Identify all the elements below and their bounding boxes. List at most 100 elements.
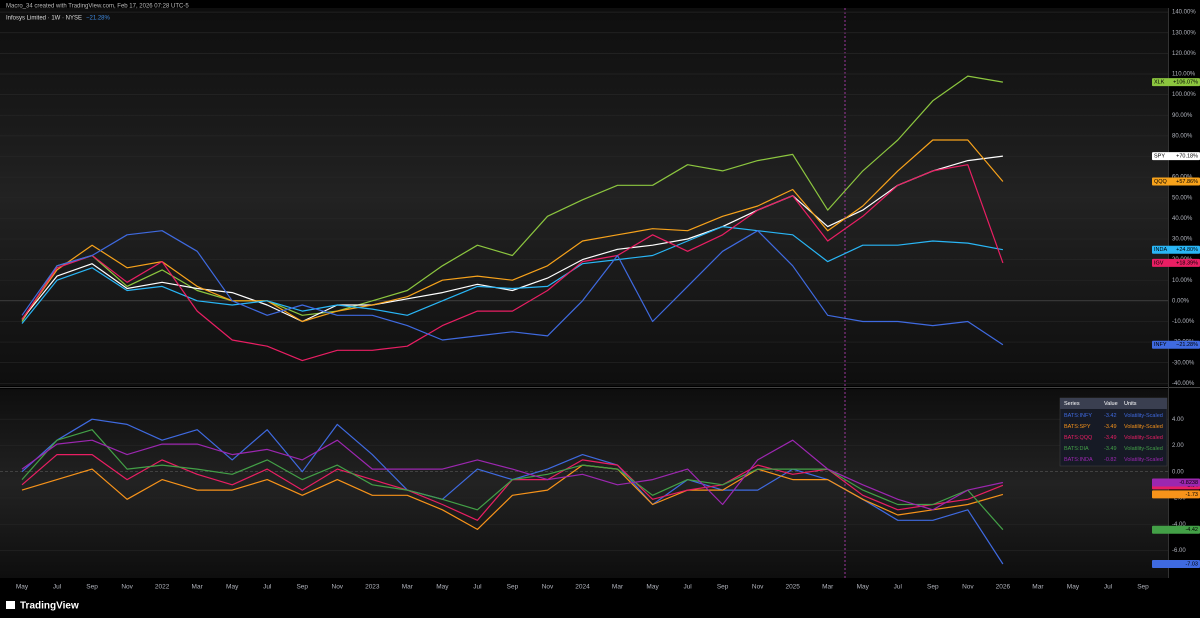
series-line	[21, 429, 1004, 531]
logo: TradingView	[20, 601, 79, 612]
last-value-label: +57.86%	[1176, 179, 1198, 185]
series-line	[21, 226, 1004, 324]
x-tick-label: Mar	[612, 584, 624, 591]
last-value-label: -1.73	[1185, 492, 1198, 498]
legend-table-header-bg	[1060, 398, 1167, 409]
symbol-change: −21.28%	[86, 16, 111, 22]
y-tick-label: 140.00%	[1172, 10, 1196, 16]
x-tick-label: May	[857, 584, 870, 591]
y-tick-label: 4.00	[1172, 417, 1184, 423]
y-tick-label: 120.00%	[1172, 51, 1196, 57]
credit: Macro_34 created with TradingView.com, F…	[6, 4, 189, 10]
x-tick-label: May	[16, 584, 29, 591]
y-tick-label: -2.00	[1172, 496, 1186, 502]
y-tick-label: -6.00	[1172, 548, 1186, 554]
last-value-box	[1152, 340, 1200, 349]
last-value-box	[1152, 245, 1200, 254]
logo-icon	[6, 601, 15, 609]
last-value-box	[1152, 258, 1200, 267]
table-cell: Volatility-Scaled	[1124, 435, 1163, 441]
table-cell: BATS:INFY	[1064, 413, 1092, 419]
x-tick-label: 2025	[785, 584, 800, 591]
last-value-box	[1152, 525, 1200, 534]
series-line	[21, 155, 1003, 323]
table-cell: -3.42	[1104, 413, 1117, 419]
last-value-label: −21.28%	[1176, 342, 1198, 348]
y-tick-label: -40.00%	[1172, 381, 1195, 387]
series-line	[21, 464, 1004, 530]
y-tick-label: -30.00%	[1172, 360, 1195, 366]
last-value-box	[1152, 152, 1200, 161]
x-tick-label: Mar	[1032, 584, 1044, 591]
y-tick-label: 10.00%	[1172, 278, 1193, 284]
table-cell: BATS:QQQ	[1064, 435, 1093, 441]
series-line	[21, 230, 1004, 346]
table-cell: -0.82	[1104, 457, 1117, 463]
x-tick-label: Jul	[53, 584, 62, 591]
table-cell: -3.49	[1104, 424, 1117, 430]
y-tick-label: 40.00%	[1172, 216, 1193, 222]
x-tick-label: 2026	[996, 584, 1011, 591]
last-value-box	[1152, 177, 1200, 186]
legend-table-bg	[1059, 397, 1168, 467]
y-tick-label: 130.00%	[1172, 30, 1196, 36]
table-cell: -3.49	[1104, 446, 1117, 452]
last-value-label: +106.07%	[1173, 80, 1198, 86]
y-tick-label: 50.00%	[1172, 195, 1193, 201]
y-tick-label: 80.00%	[1172, 133, 1193, 139]
table-cell: Volatility-Scaled	[1124, 457, 1163, 463]
last-value-label: -0.8238	[1179, 480, 1198, 486]
y-tick-label: 100.00%	[1172, 92, 1196, 98]
x-tick-label: Jul	[1104, 584, 1113, 591]
x-tick-label: Jul	[894, 584, 903, 591]
x-tick-label: Sep	[296, 584, 308, 591]
table-header: Series	[1064, 401, 1080, 407]
upper-pane	[0, 8, 1168, 386]
last-value-name: INFY	[1154, 342, 1167, 348]
y-tick-label: 0.00%	[1172, 298, 1190, 304]
last-value-label: +24.80%	[1176, 247, 1198, 253]
last-value-box	[1152, 78, 1200, 87]
x-tick-label: Nov	[962, 584, 974, 591]
x-tick-label: Sep	[927, 584, 939, 591]
x-tick-label: May	[226, 584, 239, 591]
symbol: Infosys Limited · 1W · NYSE	[6, 16, 82, 22]
table-cell: Volatility-Scaled	[1124, 424, 1163, 430]
last-value-name: QQQ	[1154, 179, 1168, 185]
x-tick-label: Nov	[332, 584, 344, 591]
x-tick-label: Nov	[752, 584, 764, 591]
table-cell: Volatility-Scaled	[1124, 446, 1163, 452]
table-header: Value	[1104, 401, 1118, 407]
x-tick-label: Nov	[121, 584, 133, 591]
x-tick-label: May	[1067, 584, 1080, 591]
table-cell: BATS:SPY	[1064, 424, 1091, 430]
last-value-label: -7.03	[1185, 561, 1198, 567]
x-tick-label: Nov	[542, 584, 554, 591]
series-line	[21, 164, 1004, 362]
x-tick-label: Sep	[1137, 584, 1149, 591]
last-value-name: SPY	[1154, 154, 1165, 160]
last-value-box	[1152, 478, 1200, 487]
x-tick-label: 2024	[575, 584, 590, 591]
x-tick-label: Sep	[86, 584, 98, 591]
series-line	[21, 75, 1004, 322]
x-tick-label: 2023	[365, 584, 380, 591]
y-tick-label: 0.00	[1172, 469, 1184, 475]
y-tick-label: -10.00%	[1172, 319, 1195, 325]
table-cell: BATS:INDA	[1064, 457, 1093, 463]
last-value-label: -4.42	[1185, 527, 1198, 533]
y-tick-label: 90.00%	[1172, 113, 1193, 119]
y-tick-label: 30.00%	[1172, 237, 1193, 243]
x-tick-label: 2022	[155, 584, 170, 591]
x-tick-label: Jul	[683, 584, 692, 591]
x-tick-label: Mar	[822, 584, 834, 591]
x-tick-label: May	[646, 584, 659, 591]
x-tick-label: Jul	[473, 584, 482, 591]
last-value-label: +70.18%	[1176, 154, 1198, 160]
x-tick-label: Jul	[263, 584, 272, 591]
last-value-name: INDA	[1154, 247, 1167, 253]
table-cell: Volatility-Scaled	[1124, 413, 1163, 419]
x-tick-label: Sep	[507, 584, 519, 591]
